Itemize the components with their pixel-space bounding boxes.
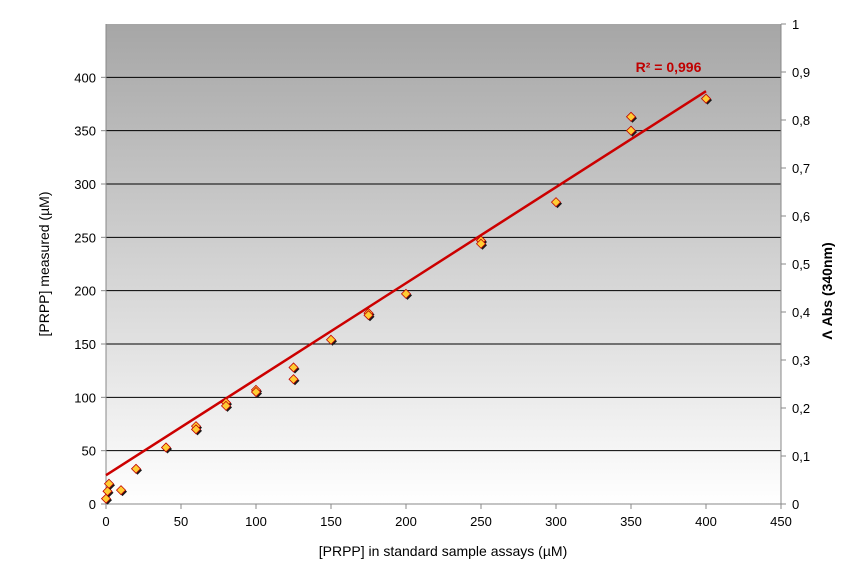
y2-axis-title: Λ Abs (340nm) [819,242,835,339]
data-point [625,111,637,123]
y2-tick-label: 0,5 [792,257,810,272]
y-tick-label: 200 [74,284,96,299]
data-point [625,125,637,137]
y-axis-title: [PRPP] measured (µM) [36,192,52,337]
data-point [115,485,127,497]
y2-tick-label: 0,9 [792,65,810,80]
plot-area [106,24,781,504]
x-tick-label: 300 [545,514,567,529]
data-point [475,238,487,250]
x-axis-ticks: 0 50 100 150 200 250 300 350 400 450 [102,504,792,529]
y2-axis-ticks: 0 0,1 0,2 0,3 0,4 0,5 0,6 0,7 0,8 0,9 1 [781,17,810,512]
data-point [400,288,412,300]
y2-tick-label: 0,1 [792,449,810,464]
data-points [100,93,712,505]
x-tick-label: 400 [695,514,717,529]
x-axis-title: [PRPP] in standard sample assays (µM) [319,543,568,559]
data-point [288,374,300,386]
x-tick-label: 200 [395,514,417,529]
y2-tick-label: 1 [792,17,799,32]
data-point [325,334,337,346]
y-tick-label: 150 [74,337,96,352]
data-point [103,478,115,490]
y2-tick-label: 0,2 [792,401,810,416]
data-point [102,486,114,498]
data-point [700,93,712,105]
y-tick-label: 50 [82,444,96,459]
y-tick-label: 100 [74,390,96,405]
x-tick-label: 0 [102,514,109,529]
y2-tick-label: 0,3 [792,353,810,368]
gridlines [106,76,781,452]
data-point [160,442,172,454]
data-point [550,197,562,209]
x-tick-label: 450 [770,514,792,529]
x-tick-label: 250 [470,514,492,529]
y-tick-label: 300 [74,177,96,192]
trendline-path [105,90,707,477]
y-tick-label: 0 [89,497,96,512]
x-tick-label: 100 [245,514,267,529]
x-tick-label: 350 [620,514,642,529]
y2-tick-label: 0 [792,497,799,512]
x-tick-label: 150 [320,514,342,529]
data-point [363,310,375,322]
y2-tick-label: 0,6 [792,209,810,224]
trendline [105,90,707,477]
y-axis-ticks: 0 50 100 150 200 250 300 350 400 [74,70,106,512]
y-tick-label: 400 [74,70,96,85]
data-point [220,400,232,412]
y-tick-label: 350 [74,124,96,139]
y-tick-label: 250 [74,230,96,245]
x-tick-label: 50 [174,514,188,529]
r-squared-annotation: R² = 0,996 [636,59,702,75]
y2-tick-label: 0,7 [792,161,810,176]
data-point [130,463,142,475]
y2-tick-label: 0,8 [792,113,810,128]
y2-tick-label: 0,4 [792,305,810,320]
data-point [250,386,262,398]
data-point [288,362,300,374]
data-point [190,424,202,436]
